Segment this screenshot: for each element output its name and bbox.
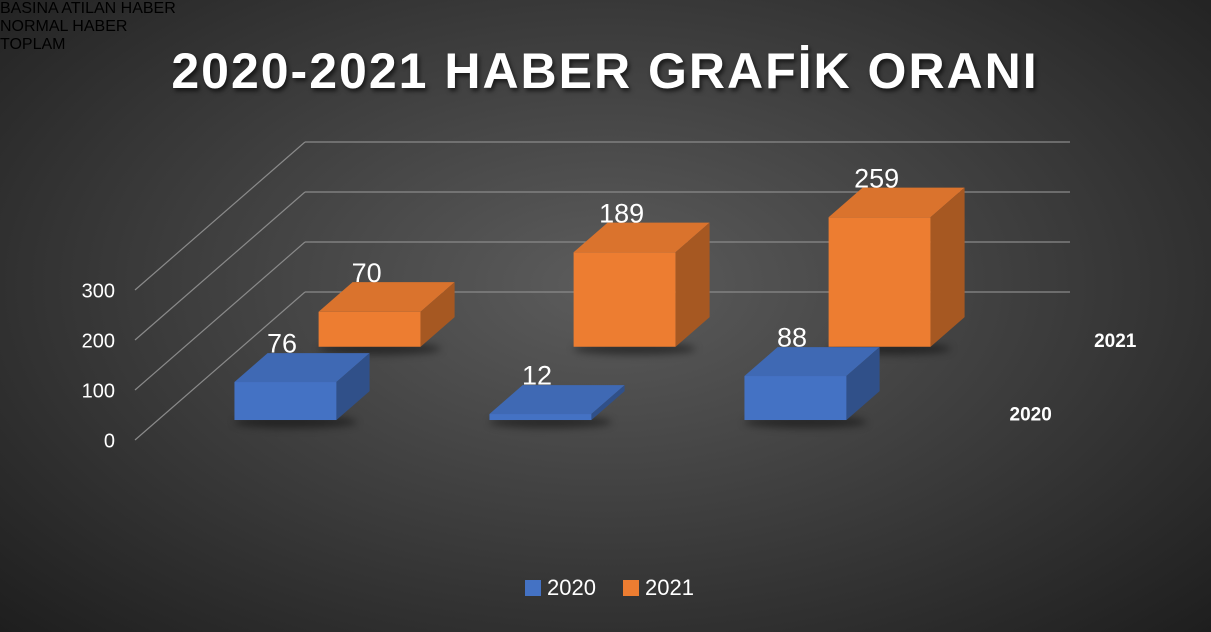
bar-side	[420, 282, 455, 347]
legend-swatch	[525, 580, 541, 596]
bar-group	[744, 347, 880, 429]
bar	[744, 376, 847, 421]
bar-group	[318, 282, 455, 355]
bar-side	[675, 222, 710, 347]
bar-group	[234, 353, 370, 429]
grid-line	[134, 241, 306, 391]
depth-label: 2021	[1094, 331, 1137, 352]
bar-side	[336, 353, 370, 421]
grid-line	[134, 141, 306, 291]
value-label: 88	[777, 323, 807, 353]
value-label: 189	[599, 199, 644, 229]
legend-swatch	[623, 580, 639, 596]
y-tick-label: 200	[82, 330, 115, 352]
bar-group	[489, 385, 625, 429]
bar	[828, 217, 931, 347]
bar	[318, 311, 421, 347]
grid-line	[134, 291, 306, 441]
value-label: 12	[522, 361, 552, 391]
bar-group	[573, 222, 710, 355]
chart-title: 2020-2021 HABER GRAFİK ORANI	[171, 43, 1038, 99]
x-tick-label: BASINA ATILAN HABER	[0, 0, 176, 17]
bar-side	[591, 385, 625, 421]
y-tick-label: 100	[82, 380, 115, 402]
bar-top	[234, 353, 370, 383]
bar	[489, 414, 592, 421]
bar-side	[930, 187, 965, 347]
legend-label: 2020	[547, 575, 596, 600]
value-label: 259	[854, 164, 899, 194]
bar-top	[573, 222, 710, 253]
bar	[573, 252, 676, 347]
x-tick-label: NORMAL HABER	[0, 18, 128, 35]
y-tick-label: 0	[104, 430, 115, 452]
bar-top	[828, 187, 965, 218]
y-tick-label: 300	[82, 280, 115, 302]
bar-top	[489, 385, 625, 415]
grid-line	[134, 191, 306, 341]
depth-label: 2020	[1010, 405, 1052, 426]
legend-label: 2021	[645, 575, 694, 600]
bar-top	[744, 347, 880, 377]
bar-side	[846, 347, 880, 421]
value-label: 70	[352, 258, 382, 288]
x-tick-label: TOPLAM	[0, 36, 66, 53]
value-label: 76	[267, 329, 297, 359]
bar-top	[318, 282, 455, 312]
bar	[234, 382, 337, 421]
bar-group	[828, 187, 965, 355]
